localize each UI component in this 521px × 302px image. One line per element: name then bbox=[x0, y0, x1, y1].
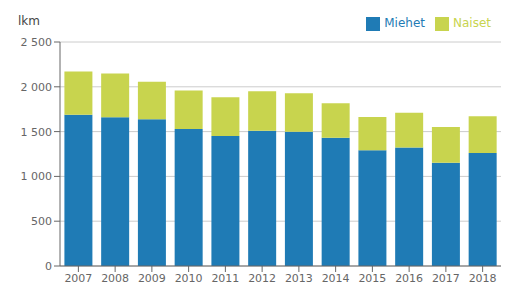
html-text:Miehet: Miehet bbox=[384, 16, 425, 30]
svg-text:2014: 2014 bbox=[322, 272, 350, 285]
svg-text:2017: 2017 bbox=[432, 272, 460, 285]
svg-text:2008: 2008 bbox=[101, 272, 129, 285]
svg-text:2012: 2012 bbox=[248, 272, 276, 285]
html-text:lkm: lkm bbox=[18, 14, 40, 28]
svg-text:2011: 2011 bbox=[211, 272, 239, 285]
svg-text:2013: 2013 bbox=[285, 272, 313, 285]
svg-text:2010: 2010 bbox=[175, 272, 203, 285]
svg-text:2 000: 2 000 bbox=[21, 81, 53, 94]
svg-text:2009: 2009 bbox=[138, 272, 166, 285]
svg-text:1 500: 1 500 bbox=[21, 126, 53, 139]
svg-text:1 000: 1 000 bbox=[21, 170, 53, 183]
svg-text:500: 500 bbox=[31, 215, 52, 228]
svg-text:2 500: 2 500 bbox=[21, 36, 53, 49]
svg-text:2007: 2007 bbox=[64, 272, 92, 285]
svg-text:2015: 2015 bbox=[358, 272, 386, 285]
svg-text:0: 0 bbox=[45, 260, 52, 273]
svg-text:2016: 2016 bbox=[395, 272, 423, 285]
svg-text:2018: 2018 bbox=[469, 272, 497, 285]
html-text:Naiset: Naiset bbox=[453, 16, 491, 30]
